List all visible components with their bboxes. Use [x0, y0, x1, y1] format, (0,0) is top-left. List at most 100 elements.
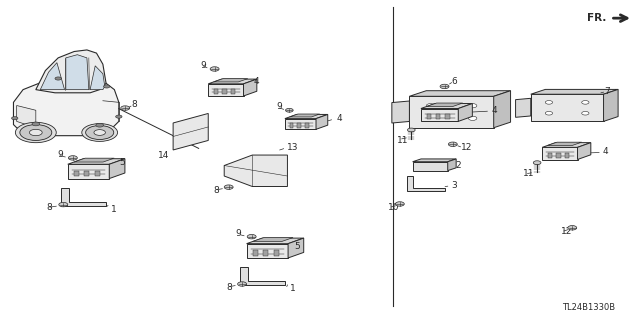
Text: 5: 5 — [294, 242, 300, 251]
Polygon shape — [285, 115, 328, 119]
Polygon shape — [109, 159, 125, 179]
Polygon shape — [208, 79, 257, 84]
Polygon shape — [542, 143, 591, 147]
Polygon shape — [263, 250, 268, 256]
Polygon shape — [61, 188, 106, 205]
Polygon shape — [410, 96, 493, 128]
Polygon shape — [531, 94, 604, 122]
Text: 1: 1 — [111, 205, 116, 214]
Circle shape — [15, 122, 56, 143]
Polygon shape — [413, 162, 448, 171]
Text: 8: 8 — [47, 203, 52, 212]
Circle shape — [94, 130, 106, 135]
Polygon shape — [421, 104, 472, 108]
Text: 9: 9 — [236, 229, 241, 238]
Circle shape — [59, 202, 68, 207]
Polygon shape — [458, 104, 472, 122]
Text: 1: 1 — [290, 284, 296, 293]
Polygon shape — [407, 176, 445, 191]
Polygon shape — [410, 91, 511, 96]
Text: 11: 11 — [523, 169, 534, 178]
Text: 14: 14 — [159, 151, 170, 160]
Polygon shape — [253, 250, 258, 256]
Text: 6: 6 — [451, 77, 457, 86]
Polygon shape — [17, 106, 36, 128]
Polygon shape — [68, 159, 125, 164]
Circle shape — [449, 142, 458, 146]
Polygon shape — [231, 89, 236, 94]
Circle shape — [426, 116, 435, 120]
Polygon shape — [298, 123, 301, 128]
Polygon shape — [13, 77, 119, 136]
Text: 5: 5 — [119, 158, 125, 167]
Polygon shape — [208, 84, 244, 96]
Text: 9: 9 — [276, 102, 282, 111]
Text: 7: 7 — [604, 87, 610, 96]
Circle shape — [86, 125, 114, 139]
Polygon shape — [289, 123, 293, 128]
Polygon shape — [68, 164, 109, 179]
Polygon shape — [577, 143, 591, 160]
Polygon shape — [36, 50, 106, 93]
Polygon shape — [556, 153, 561, 158]
Circle shape — [82, 123, 118, 141]
Text: 4: 4 — [337, 114, 342, 123]
Polygon shape — [214, 78, 248, 82]
Circle shape — [29, 129, 42, 136]
Circle shape — [55, 77, 61, 80]
Circle shape — [285, 108, 293, 112]
Circle shape — [96, 123, 104, 127]
Circle shape — [545, 100, 552, 104]
Text: 8: 8 — [213, 186, 219, 195]
Circle shape — [568, 226, 577, 230]
Text: 8: 8 — [226, 283, 232, 292]
Text: 13: 13 — [287, 143, 298, 152]
Polygon shape — [224, 155, 287, 187]
Polygon shape — [316, 115, 328, 129]
Circle shape — [116, 115, 122, 118]
Polygon shape — [240, 268, 285, 285]
Circle shape — [408, 128, 415, 132]
Circle shape — [210, 67, 219, 71]
Polygon shape — [273, 250, 278, 256]
Polygon shape — [493, 91, 511, 128]
Text: 3: 3 — [452, 181, 458, 190]
Polygon shape — [246, 244, 288, 258]
Polygon shape — [565, 153, 570, 158]
Text: 4: 4 — [603, 147, 609, 156]
Text: FR.: FR. — [587, 13, 606, 23]
Text: 11: 11 — [397, 136, 408, 145]
Circle shape — [12, 117, 18, 120]
Text: 4: 4 — [491, 106, 497, 115]
Polygon shape — [253, 238, 293, 241]
Circle shape — [32, 122, 40, 126]
Text: 9: 9 — [200, 61, 206, 70]
Circle shape — [121, 106, 130, 110]
Circle shape — [224, 185, 233, 189]
Circle shape — [237, 282, 246, 286]
Polygon shape — [246, 238, 304, 244]
Polygon shape — [531, 89, 618, 94]
Circle shape — [582, 111, 589, 115]
Polygon shape — [74, 158, 114, 162]
Circle shape — [247, 234, 256, 239]
Text: 4: 4 — [253, 77, 259, 86]
Circle shape — [20, 124, 52, 140]
Polygon shape — [426, 103, 463, 107]
Circle shape — [545, 111, 552, 115]
Circle shape — [533, 161, 541, 165]
Polygon shape — [288, 238, 304, 258]
Text: 2: 2 — [456, 161, 461, 170]
Circle shape — [396, 202, 404, 206]
Polygon shape — [548, 142, 582, 145]
Text: 8: 8 — [132, 100, 138, 109]
Polygon shape — [542, 147, 577, 160]
Polygon shape — [445, 114, 450, 119]
Polygon shape — [436, 114, 440, 119]
Polygon shape — [392, 101, 410, 123]
Polygon shape — [305, 123, 309, 128]
Polygon shape — [95, 171, 100, 176]
Text: 9: 9 — [57, 150, 63, 159]
Circle shape — [104, 85, 110, 88]
Polygon shape — [66, 55, 89, 90]
